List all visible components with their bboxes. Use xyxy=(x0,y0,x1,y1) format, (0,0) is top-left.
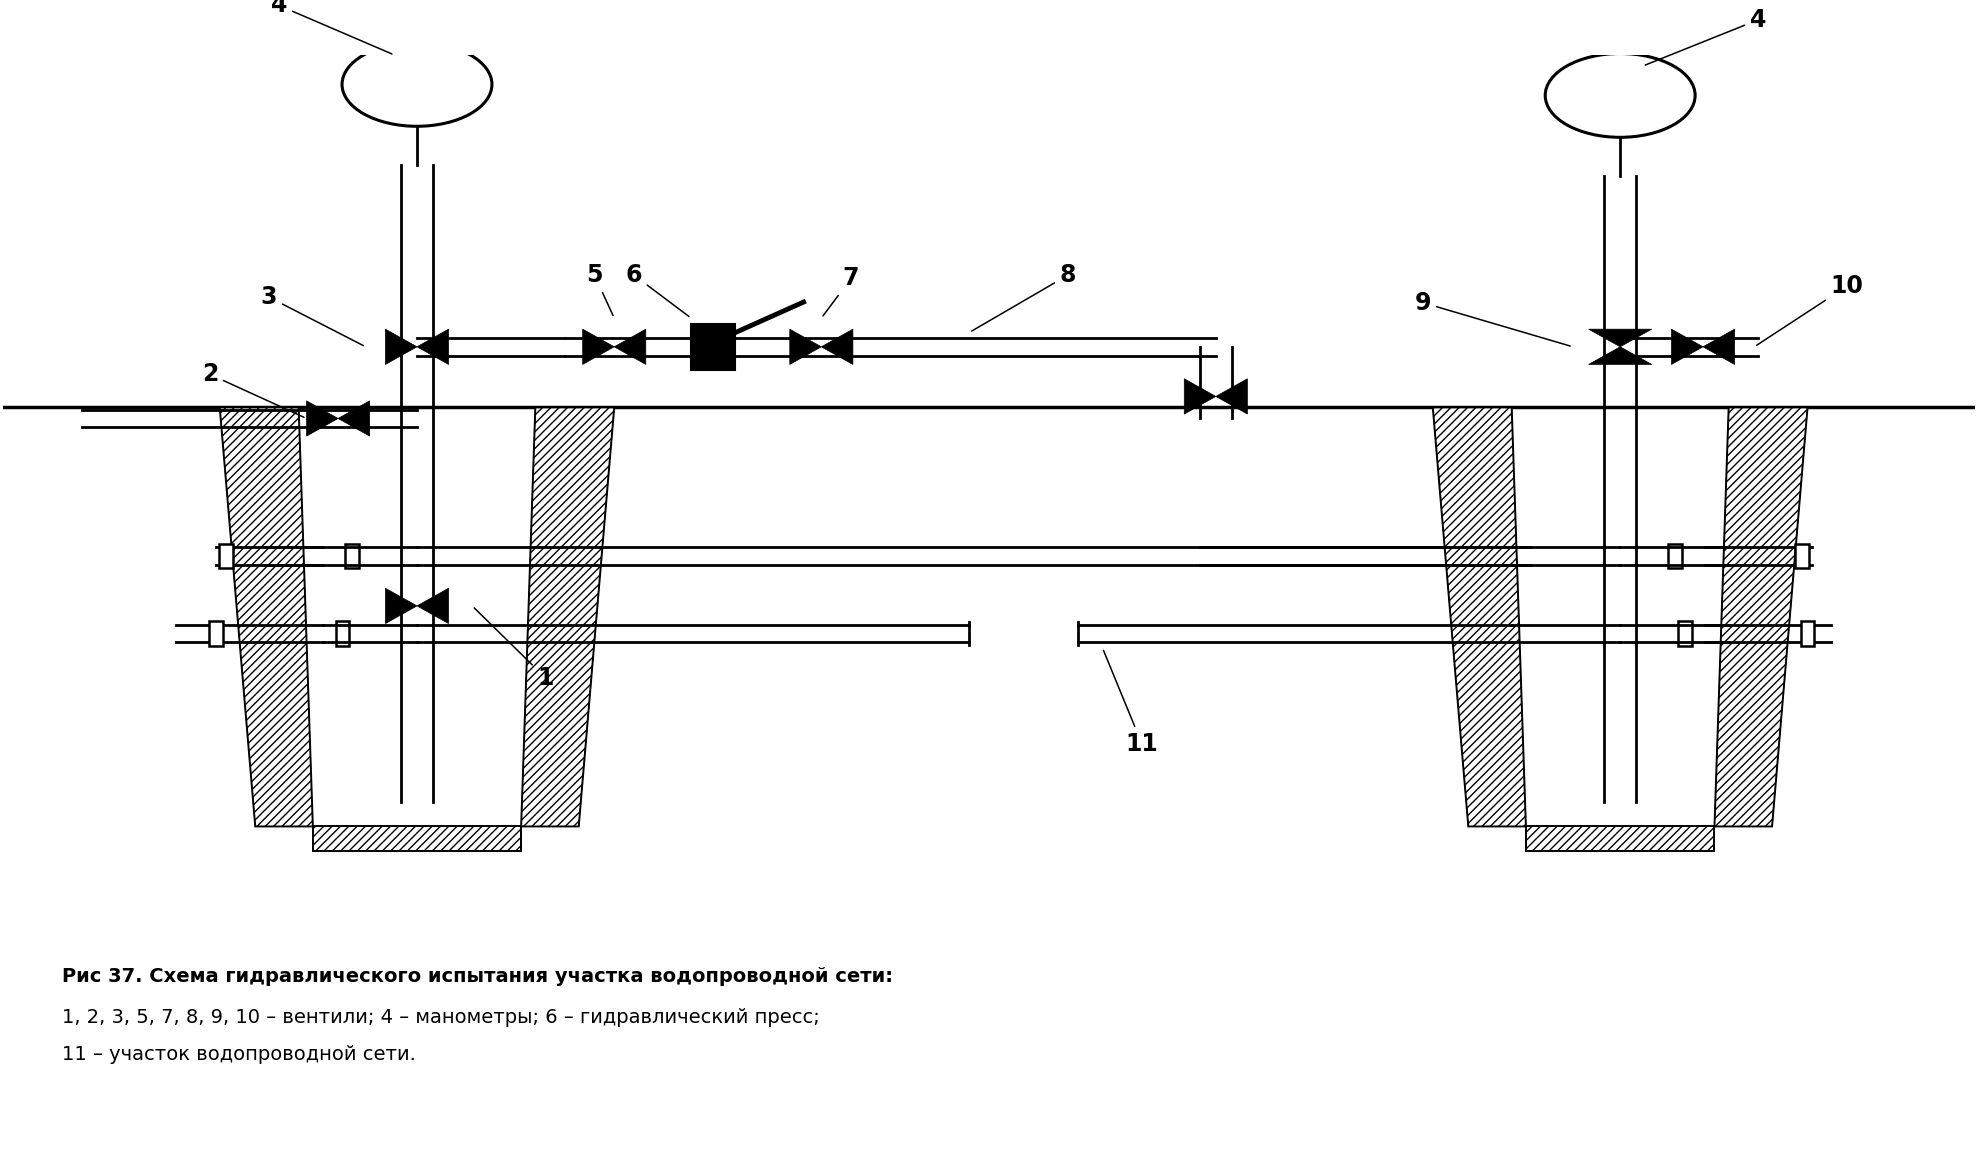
Bar xyxy=(220,544,233,568)
Polygon shape xyxy=(1715,407,1808,826)
Polygon shape xyxy=(1432,407,1525,826)
Text: Рис 37. Схема гидравлического испытания участка водопроводной сети:: Рис 37. Схема гидравлического испытания … xyxy=(61,967,892,986)
Polygon shape xyxy=(1671,329,1703,364)
Polygon shape xyxy=(417,588,449,624)
Polygon shape xyxy=(313,826,520,850)
Text: 1, 2, 3, 5, 7, 8, 9, 10 – вентили; 4 – манометры; 6 – гидравлический пресс;: 1, 2, 3, 5, 7, 8, 9, 10 – вентили; 4 – м… xyxy=(61,1008,819,1027)
Text: 3: 3 xyxy=(261,285,364,346)
Bar xyxy=(336,622,350,646)
Text: 11: 11 xyxy=(1104,651,1159,756)
Text: 8: 8 xyxy=(971,263,1076,331)
Text: 4: 4 xyxy=(271,0,392,55)
Bar xyxy=(1667,544,1681,568)
Text: 6: 6 xyxy=(625,263,688,317)
Polygon shape xyxy=(520,407,615,826)
Polygon shape xyxy=(386,588,417,624)
Text: 11 – участок водопроводной сети.: 11 – участок водопроводной сети. xyxy=(61,1044,415,1064)
Polygon shape xyxy=(584,329,615,364)
Bar xyxy=(1794,544,1808,568)
Polygon shape xyxy=(220,407,313,826)
Bar xyxy=(690,324,734,370)
Polygon shape xyxy=(1588,347,1652,364)
Polygon shape xyxy=(386,329,417,364)
Polygon shape xyxy=(789,329,821,364)
Bar xyxy=(346,544,360,568)
Bar xyxy=(1677,622,1691,646)
Text: 5: 5 xyxy=(585,263,613,316)
Polygon shape xyxy=(417,329,449,364)
Polygon shape xyxy=(615,329,645,364)
Polygon shape xyxy=(307,401,338,436)
Text: 9: 9 xyxy=(1414,291,1571,346)
Bar xyxy=(210,622,224,646)
Polygon shape xyxy=(1216,379,1248,414)
Polygon shape xyxy=(1588,329,1652,347)
Polygon shape xyxy=(1185,379,1216,414)
Text: 7: 7 xyxy=(823,267,858,316)
Text: 2: 2 xyxy=(202,362,305,418)
Text: 4: 4 xyxy=(1646,8,1766,65)
Text: 1: 1 xyxy=(475,608,554,689)
Bar xyxy=(1800,622,1814,646)
Polygon shape xyxy=(821,329,853,364)
Polygon shape xyxy=(1703,329,1735,364)
Polygon shape xyxy=(1525,826,1715,850)
Text: 10: 10 xyxy=(1756,274,1863,346)
Polygon shape xyxy=(338,401,370,436)
